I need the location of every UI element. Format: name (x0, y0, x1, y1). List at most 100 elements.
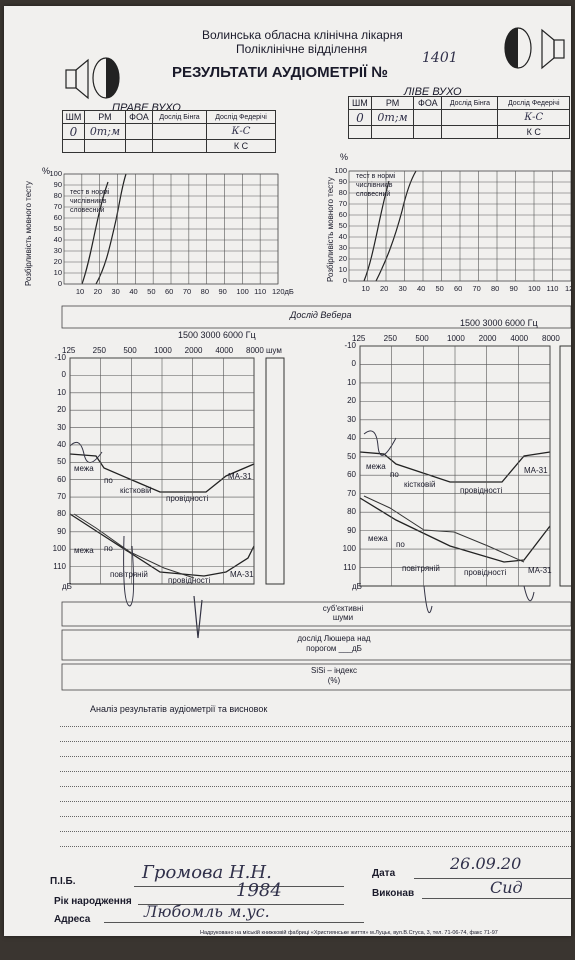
speech-x-tick: 70 (182, 287, 192, 296)
col-federichi: Дослід Федерічі (497, 96, 570, 110)
speech-y-tick: 100 (334, 166, 347, 175)
speech-y-tick: 50 (338, 221, 347, 230)
povitrianii-left: повітряній (402, 564, 440, 573)
speech-x-tick: 50 (147, 287, 156, 296)
db-tick: 70 (57, 492, 66, 502)
db-unit-left: дБ (352, 582, 362, 591)
weber-row (61, 305, 571, 329)
mezha-left-air: межа (368, 534, 388, 543)
ma31-left-air: МА-31 (528, 566, 552, 575)
speech-x-tick: 90 (218, 287, 227, 296)
print-note: Надруковано на міській книжковій фабриці… (200, 930, 498, 936)
kistkovii-left: кістковій (404, 480, 436, 489)
speech-y-tick: 100 (49, 169, 62, 178)
db-tick: 20 (57, 405, 66, 415)
providnosti-right-bone: провідності (166, 494, 209, 503)
speech-x-tick: 50 (435, 284, 444, 293)
freq-tick: 4000 (510, 334, 529, 343)
freq-tick: 500 (123, 346, 137, 355)
weber-freqs-right: 1500 3000 6000 Гц (178, 330, 256, 340)
form-graphics (61, 27, 571, 691)
conclusion-line (60, 726, 571, 727)
providnosti-right-air: провідності (168, 576, 211, 585)
conclusion-line (60, 756, 571, 757)
val-federichi-2: К С (497, 125, 570, 139)
db-tick: 110 (343, 562, 356, 572)
speech-y-tick: 10 (53, 268, 62, 277)
speech-y-tick: 40 (338, 232, 347, 241)
speech-x-tick: 40 (417, 284, 426, 293)
left-ear-title: ЛІВЕ ВУХО (404, 86, 462, 98)
ma31-right-air: МА-31 (230, 570, 254, 579)
db-tick: 80 (57, 509, 66, 519)
val-shm: 0 (62, 123, 85, 140)
speech-y-tick: 30 (53, 246, 62, 255)
form-number: 1401 (422, 50, 458, 66)
db-tick: 60 (347, 470, 356, 480)
norm-label-right: тест в нормі числівників словесний (70, 189, 110, 214)
speech-x-tick: 20 (380, 284, 389, 293)
freq-tick: 8000 (542, 334, 560, 343)
db-tick: 90 (347, 525, 356, 535)
val-federichi-2: К С (206, 139, 276, 153)
speech-x-tick: 110 (254, 287, 267, 296)
speech-x-tick: 110 (546, 284, 559, 293)
speech-x-tick: 40 (129, 287, 138, 296)
speech-y-tick: 40 (53, 235, 62, 244)
val-bing (441, 109, 499, 126)
db-tick: 100 (342, 544, 356, 554)
speech-y-tick: 0 (342, 276, 347, 285)
hospital-name: Волинська обласна клінічна лікарня (202, 28, 403, 42)
sisi-label: SiSi – індекс (%) (310, 666, 358, 685)
val-foa (124, 123, 154, 140)
col-bing: Дослід Бінга (441, 96, 499, 110)
speech-y-tick: 50 (53, 224, 62, 233)
freq-tick: 500 (415, 334, 429, 343)
speech-y-tick: 20 (338, 254, 347, 263)
speech-x-tick: 120дБ (272, 287, 294, 296)
po-left-air: по (396, 540, 405, 549)
freq-tick: 4000 (215, 346, 234, 355)
conclusion-line (60, 816, 571, 817)
weber-freqs-left: 1500 3000 6000 Гц (460, 318, 538, 328)
year-label: Рік народження (54, 896, 132, 907)
speech-y-tick: 0 (57, 279, 62, 288)
noise-label-right: шум (266, 346, 282, 355)
db-tick: 40 (347, 433, 356, 443)
val-federichi: К-С (206, 123, 276, 140)
freq-tick: 1000 (447, 334, 465, 343)
providnosti-left-bone: провідності (460, 486, 503, 495)
db-tick: 50 (347, 451, 356, 461)
extra-rows (61, 601, 571, 691)
speech-x-tick: 90 (509, 284, 518, 293)
col-rm: РМ (83, 110, 126, 124)
db-unit-right: дБ (62, 582, 72, 591)
val-bing (152, 123, 208, 140)
speech-y-tick: 20 (53, 257, 62, 266)
speech-x-tick: 30 (398, 284, 407, 293)
po-right-air: по (104, 544, 113, 553)
speech-x-tick: 120 (565, 284, 571, 293)
db-tick: 10 (347, 377, 356, 387)
conclusion-line (60, 771, 571, 772)
db-tick: 70 (347, 488, 356, 498)
speech-x-tick: 70 (472, 284, 481, 293)
address-label: Адреса (54, 914, 91, 925)
speech-x-tick: 10 (361, 284, 370, 293)
speech-x-tick: 80 (491, 284, 500, 293)
val-rm: 0т;м (83, 123, 126, 140)
form-title: РЕЗУЛЬТАТИ АУДІОМЕТРІЇ № (172, 64, 389, 81)
speech-y-tick: 10 (338, 265, 347, 274)
db-tick: -10 (344, 341, 356, 350)
left-ear-table: ШМ РМ ФОА Дослід Бінга Дослід Федерічі 0… (348, 96, 570, 139)
lusher-label: дослід Люшера над порогом ___дБ (297, 634, 371, 653)
col-shm: ШМ (348, 96, 372, 110)
speech-y-tick: 60 (53, 213, 62, 222)
providnosti-left-air: провідності (464, 568, 507, 577)
address-value: Любомль м.ус. (144, 902, 270, 921)
db-tick: 60 (57, 474, 66, 484)
db-tick: 100 (52, 544, 66, 554)
executor-value: Сид (490, 878, 523, 897)
date-label: Дата (372, 868, 396, 879)
freq-tick: 250 (92, 346, 107, 355)
